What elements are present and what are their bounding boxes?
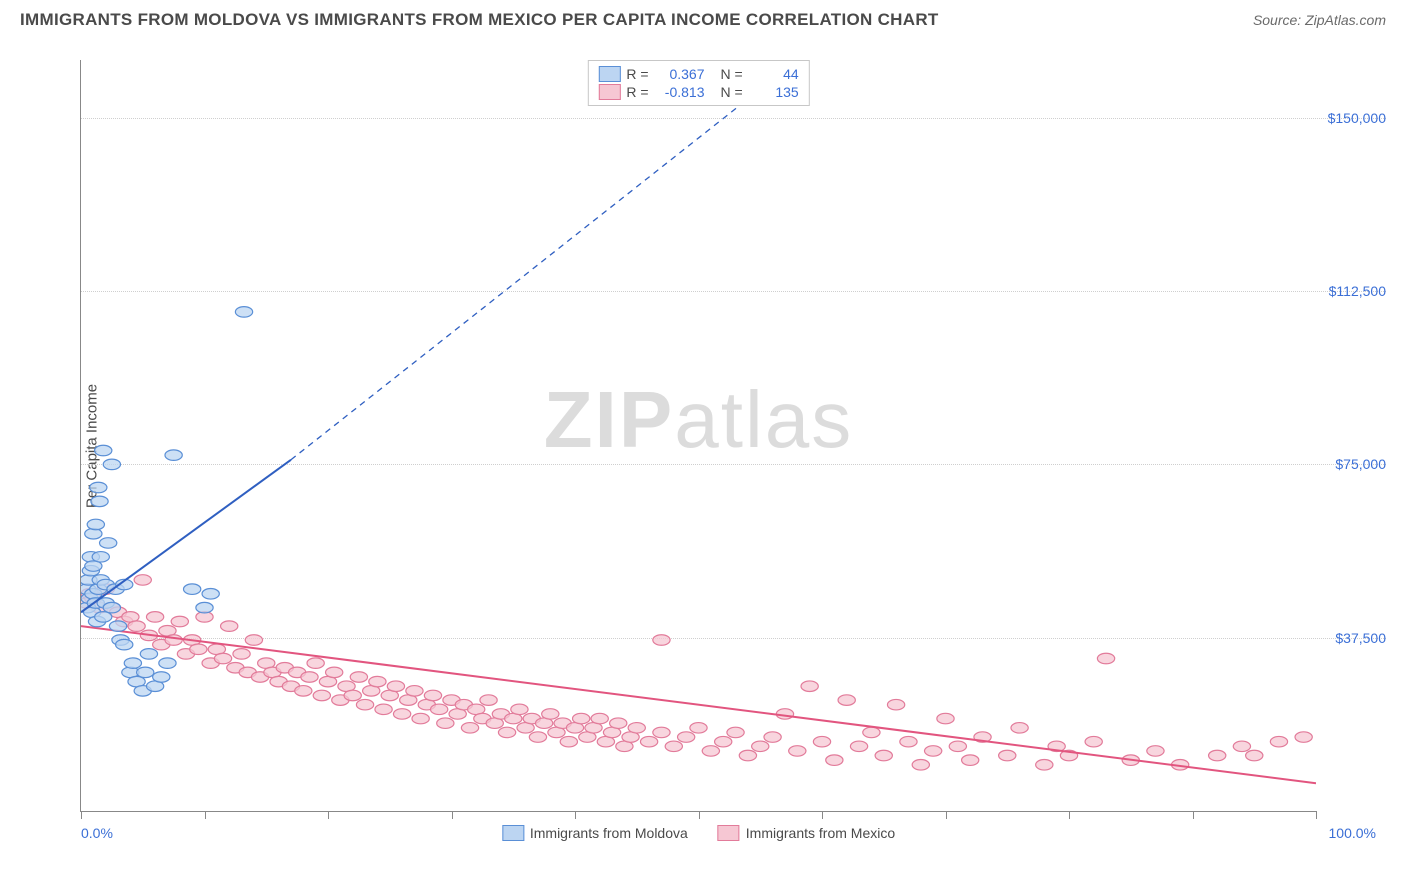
x-tick xyxy=(575,811,576,819)
stats-row-mexico: R = -0.813 N = 135 xyxy=(598,83,798,101)
swatch-mexico xyxy=(598,84,620,100)
x-tick xyxy=(1069,811,1070,819)
plot-svg xyxy=(81,60,1316,811)
x-tick xyxy=(946,811,947,819)
x-tick xyxy=(81,811,82,819)
x-axis-max-label: 100.0% xyxy=(1329,825,1376,841)
stats-legend: R = 0.367 N = 44 R = -0.813 N = 135 xyxy=(587,60,809,106)
y-tick-label: $150,000 xyxy=(1321,110,1386,126)
x-tick xyxy=(1193,811,1194,819)
x-tick xyxy=(205,811,206,819)
swatch-moldova-icon xyxy=(502,825,524,841)
series-legend: Immigrants from Moldova Immigrants from … xyxy=(502,825,895,841)
x-axis-min-label: 0.0% xyxy=(81,825,113,841)
x-tick xyxy=(328,811,329,819)
swatch-mexico-icon xyxy=(718,825,740,841)
x-tick xyxy=(1316,811,1317,819)
x-tick xyxy=(452,811,453,819)
legend-item-moldova: Immigrants from Moldova xyxy=(502,825,688,841)
legend-label-moldova: Immigrants from Moldova xyxy=(530,825,688,841)
legend-item-mexico: Immigrants from Mexico xyxy=(718,825,895,841)
chart-container: Per Capita Income ZIPatlas R = 0.367 N =… xyxy=(40,40,1386,852)
legend-label-mexico: Immigrants from Mexico xyxy=(746,825,895,841)
stats-row-moldova: R = 0.367 N = 44 xyxy=(598,65,798,83)
source-label: Source: ZipAtlas.com xyxy=(1253,12,1386,28)
x-tick xyxy=(822,811,823,819)
chart-title: IMMIGRANTS FROM MOLDOVA VS IMMIGRANTS FR… xyxy=(20,10,939,30)
y-tick-label: $75,000 xyxy=(1321,456,1386,472)
y-tick-label: $37,500 xyxy=(1321,630,1386,646)
x-tick xyxy=(699,811,700,819)
plot-area: ZIPatlas R = 0.367 N = 44 R = -0.813 N =… xyxy=(80,60,1316,812)
swatch-moldova xyxy=(598,66,620,82)
y-tick-label: $112,500 xyxy=(1321,283,1386,299)
